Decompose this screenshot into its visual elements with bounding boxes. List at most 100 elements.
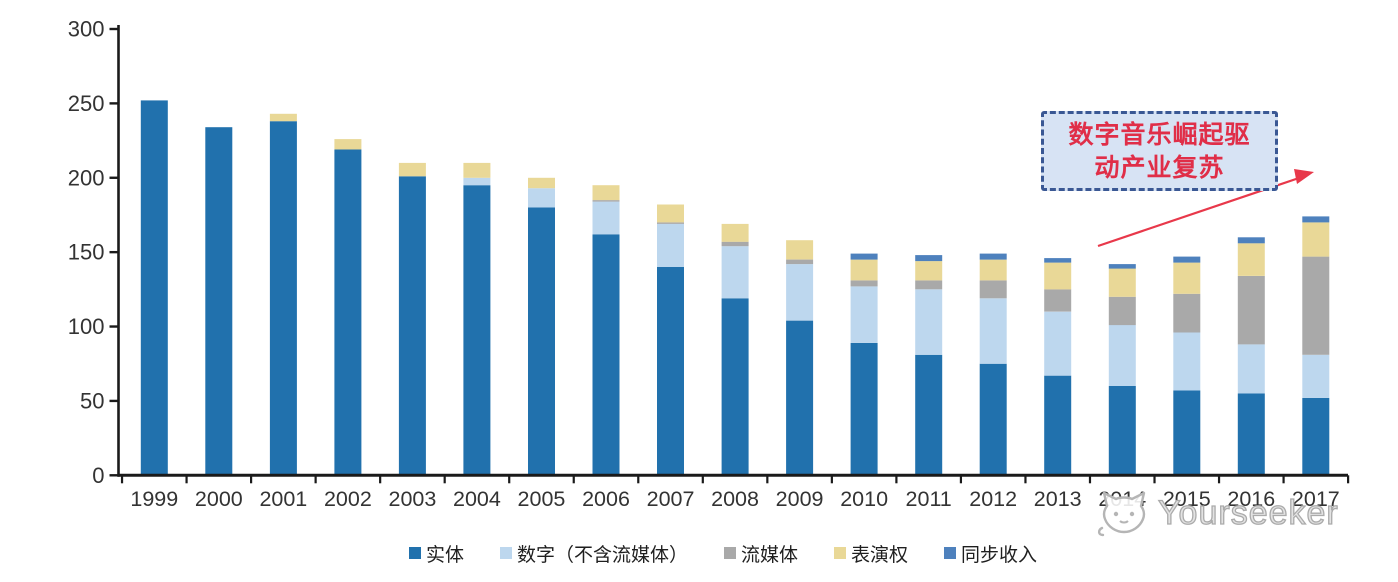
bar-segment bbox=[1237, 276, 1265, 345]
x-tick-label: 2009 bbox=[776, 487, 824, 511]
bar-segment bbox=[850, 259, 878, 281]
y-tick-label: 200 bbox=[68, 165, 105, 190]
bar-segment bbox=[979, 363, 1007, 476]
bar-segment bbox=[786, 320, 814, 476]
x-tick-label: 2002 bbox=[324, 487, 372, 511]
bar-segment bbox=[721, 298, 749, 476]
legend-label: 同步收入 bbox=[961, 544, 1038, 566]
bar-segment bbox=[786, 264, 814, 321]
x-tick-label: 2010 bbox=[840, 487, 888, 511]
legend-label: 数字（不含流媒体） bbox=[516, 544, 688, 566]
bar-segment bbox=[1173, 332, 1201, 391]
bar-segment bbox=[398, 162, 426, 177]
bar-segment bbox=[1302, 216, 1330, 223]
bar-segment bbox=[979, 259, 1007, 281]
bar-segment bbox=[1173, 293, 1201, 333]
bar-segment bbox=[1044, 375, 1072, 476]
x-tick-label: 2003 bbox=[388, 487, 436, 511]
legend-swatch bbox=[944, 547, 957, 559]
bar-segment bbox=[721, 223, 749, 242]
legend-label: 流媒体 bbox=[740, 544, 798, 566]
bar-segment bbox=[592, 201, 620, 235]
x-tick-label: 2013 bbox=[1034, 487, 1082, 511]
bar-segment bbox=[1108, 268, 1136, 297]
bar-segment bbox=[334, 149, 362, 476]
bar-segment bbox=[1173, 256, 1201, 263]
x-tick-label: 2007 bbox=[647, 487, 695, 511]
legend-label: 实体 bbox=[425, 544, 464, 566]
x-tick-label: 2006 bbox=[582, 487, 630, 511]
bar-segment bbox=[398, 176, 426, 476]
bar-segment bbox=[1108, 264, 1136, 269]
bar-segment bbox=[915, 289, 943, 355]
y-tick-label: 100 bbox=[68, 314, 105, 339]
x-tick-label: 2012 bbox=[969, 487, 1017, 511]
bar-segment bbox=[915, 280, 943, 290]
bar-segment bbox=[463, 177, 491, 186]
annotation-text-line2: 动产业复苏 bbox=[1094, 153, 1225, 182]
x-tick-label: 2016 bbox=[1227, 487, 1275, 511]
bar-segment bbox=[1237, 243, 1265, 276]
bar-segment bbox=[1044, 262, 1072, 290]
x-tick-label: 1999 bbox=[130, 487, 178, 511]
legend-swatch bbox=[408, 547, 421, 559]
legend-swatch bbox=[834, 547, 846, 559]
bar-segment bbox=[1237, 344, 1265, 394]
bar-segment bbox=[657, 223, 684, 267]
bar-segment bbox=[786, 240, 814, 260]
y-tick-label: 50 bbox=[80, 388, 104, 413]
x-tick-label: 2004 bbox=[453, 487, 501, 511]
x-tick-label: 2008 bbox=[711, 487, 759, 511]
bar-segment bbox=[528, 188, 555, 208]
bar-segment bbox=[721, 246, 749, 299]
bar-segment bbox=[1302, 222, 1330, 257]
bar-segment bbox=[1108, 386, 1136, 476]
bar-segment bbox=[1108, 296, 1136, 326]
bar-segment bbox=[528, 207, 555, 476]
x-tick-label: 2015 bbox=[1163, 487, 1211, 511]
watermark: Yourseeker bbox=[1094, 488, 1339, 538]
y-tick-label: 150 bbox=[68, 240, 105, 265]
bar-segment bbox=[1302, 397, 1330, 476]
x-tick-label: 2000 bbox=[195, 487, 243, 511]
bar-segment bbox=[592, 200, 620, 202]
cat-logo-icon bbox=[1097, 491, 1146, 537]
bar-segment bbox=[850, 342, 878, 476]
y-tick-label: 300 bbox=[68, 17, 105, 42]
bar-segment bbox=[269, 113, 297, 122]
legend-swatch bbox=[499, 547, 512, 559]
bar-segment bbox=[657, 204, 684, 223]
x-tick-label: 2017 bbox=[1292, 487, 1340, 511]
bar-segment bbox=[657, 267, 684, 476]
bar-segment bbox=[592, 185, 620, 201]
bar-segment bbox=[1237, 237, 1265, 244]
bar-segment bbox=[1044, 311, 1072, 376]
bar-segment bbox=[979, 298, 1007, 364]
bar-segment bbox=[850, 253, 878, 260]
bar-segment bbox=[915, 261, 943, 281]
bar-segment bbox=[592, 234, 620, 476]
bar-segment bbox=[1108, 325, 1136, 386]
bar-segment bbox=[205, 127, 233, 476]
bar-segment bbox=[657, 222, 684, 224]
bar-segment bbox=[850, 280, 878, 287]
y-tick-label: 250 bbox=[68, 91, 105, 116]
bar-segment bbox=[850, 286, 878, 343]
annotation-callout: 数字音乐崛起驱 动产业复苏 bbox=[1041, 111, 1278, 191]
annotation-arrowhead bbox=[1294, 169, 1314, 184]
legend-label: 表演权 bbox=[851, 544, 909, 566]
bar-segment bbox=[1173, 390, 1201, 476]
legend-swatch bbox=[723, 547, 736, 559]
legend-item: 实体 bbox=[408, 540, 464, 567]
bar-segment bbox=[915, 255, 943, 262]
bar-segment bbox=[463, 185, 491, 476]
bar-segment bbox=[269, 121, 297, 476]
bar-segment bbox=[979, 280, 1007, 299]
bar-segment bbox=[1044, 258, 1072, 263]
annotation-text-line1: 数字音乐崛起驱 bbox=[1068, 120, 1251, 149]
bar-segment bbox=[463, 162, 491, 178]
legend-item: 表演权 bbox=[834, 540, 908, 567]
x-tick-label: 2001 bbox=[259, 487, 307, 511]
bar-segment bbox=[915, 354, 943, 476]
